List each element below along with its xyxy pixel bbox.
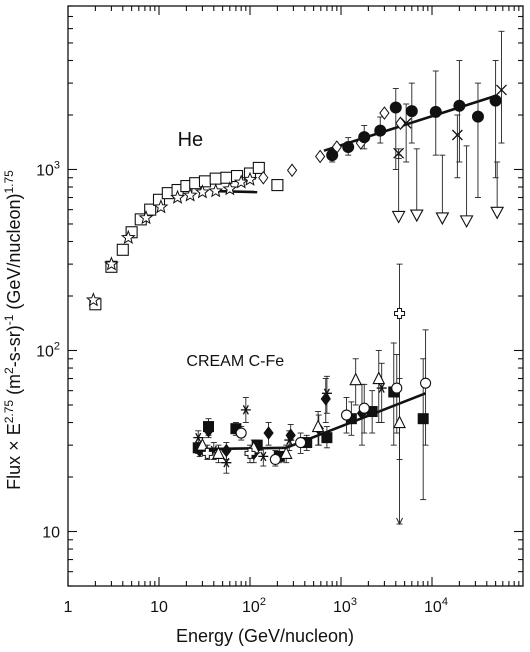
x-tick-label: 1: [64, 599, 73, 616]
data-point-triangle-down-open: [391, 210, 406, 224]
data-point-circle-filled: [374, 124, 387, 137]
data-point-plus-open: [201, 447, 213, 459]
data-point-asterisk: [284, 435, 295, 445]
data-point-asterisk: [221, 457, 232, 468]
data-point-triangle-up-open: [393, 415, 406, 429]
data-point-square-open: [144, 203, 157, 216]
data-point-square-filled: [417, 413, 429, 425]
y-tick-label: 102: [36, 340, 60, 360]
data-point-star-open: [103, 256, 119, 271]
data-point-triangle-up-open: [311, 419, 325, 433]
annotations: He CREAM C-Fe: [178, 129, 285, 370]
data-point-triangle-down-open: [459, 215, 474, 229]
annotation-label: CREAM C-Fe: [186, 353, 284, 370]
y-axis-title-text: Flux × E2.75 (m2-s-sr)-1 (GeV/nucleon)1.…: [2, 170, 24, 490]
tick-labels: 1 10 102 103 104 10 102 103: [36, 159, 448, 616]
data-point-square-open: [271, 179, 284, 192]
x-axis-title: Energy (GeV/nucleon): [176, 626, 354, 646]
plot-frame: [67, 5, 524, 587]
y-tick-label: 103: [36, 159, 60, 179]
data-point-circle-open: [295, 437, 307, 449]
data-point-plus-open: [244, 447, 256, 459]
data-point-asterisk: [240, 405, 251, 415]
data-point-star-open: [153, 199, 169, 214]
data-point-diamond-filled: [203, 423, 214, 438]
data-point-diamond-open: [379, 106, 390, 120]
data-point-triangle-down-open: [409, 209, 424, 223]
data-point-triangle-up-open: [196, 437, 209, 451]
data-point-asterisk: [193, 432, 204, 443]
data-point-circle-open: [358, 402, 370, 414]
data-point-star-open: [138, 210, 154, 225]
data-point-star-open: [222, 181, 238, 196]
data-point-triangle-up-open: [349, 372, 363, 386]
data-point-circle-filled: [342, 141, 355, 154]
data-point-circle-filled: [471, 110, 484, 123]
data-point-diamond-open: [286, 163, 298, 178]
fit-line: [213, 189, 258, 194]
data-point-circle-open: [269, 453, 281, 466]
data-point-x: [496, 84, 507, 96]
data-point-square-open: [198, 175, 212, 188]
y-tick-label: 10: [42, 525, 60, 542]
data-point-circle-filled: [489, 94, 502, 107]
data-point-star-open: [242, 171, 258, 186]
data-point-asterisk: [321, 388, 332, 399]
x-tick-label: 102: [242, 596, 266, 616]
data-point-diamond-open: [258, 170, 269, 185]
data-point-star-open: [182, 187, 198, 202]
data-point-circle-open: [391, 382, 403, 394]
data-point-square-open: [252, 161, 265, 174]
annotation-label: He: [178, 129, 204, 151]
data-markers: [85, 84, 507, 468]
x-tick-label: 10: [150, 599, 168, 616]
data-point-triangle-up-open: [279, 446, 293, 459]
data-point-square-open: [220, 171, 233, 184]
y-axis-title: Flux × E2.75 (m2-s-sr)-1 (GeV/nucleon)1.…: [2, 170, 24, 490]
data-point-triangle-up-open: [212, 446, 225, 459]
data-point-star-open: [120, 229, 136, 245]
limit-arrow: [396, 517, 404, 526]
data-point-circle-filled: [429, 105, 442, 118]
data-point-circle-open: [340, 409, 353, 421]
data-point-circle-filled: [405, 105, 418, 118]
data-point-diamond-filled: [263, 426, 274, 440]
data-point-square-open: [209, 172, 222, 185]
data-point-circle-open: [420, 377, 432, 389]
fit-line: [323, 94, 497, 152]
data-point-square-filled: [321, 432, 333, 444]
data-point-star-open: [85, 292, 101, 307]
data-point-plus-open: [394, 308, 406, 320]
data-point-circle-filled: [326, 149, 339, 162]
data-point-star-open: [194, 184, 210, 199]
data-point-square-open: [116, 243, 129, 256]
data-point-circle-filled: [358, 131, 371, 144]
data-point-circle-filled: [389, 101, 402, 114]
data-point-star-open: [170, 189, 186, 204]
data-point-x: [400, 117, 412, 129]
data-point-triangle-down-open: [490, 206, 505, 220]
data-point-star-open: [208, 183, 224, 198]
axis-ticks: [67, 5, 523, 587]
x-tick-label: 104: [424, 596, 448, 616]
data-point-diamond-filled: [221, 443, 232, 458]
data-point-x: [451, 129, 463, 141]
fit-line: [195, 446, 287, 451]
data-point-diamond-open: [315, 149, 326, 164]
data-point-triangle-up-open: [372, 371, 386, 385]
data-point-circle-open: [235, 427, 247, 439]
data-point-asterisk: [258, 451, 269, 462]
data-point-circle-filled: [453, 99, 466, 112]
data-point-star-open: [233, 174, 249, 189]
data-point-x: [393, 147, 405, 159]
x-tick-label: 103: [333, 596, 357, 616]
data-point-asterisk: [376, 383, 387, 393]
data-point-triangle-down-open: [435, 212, 450, 226]
